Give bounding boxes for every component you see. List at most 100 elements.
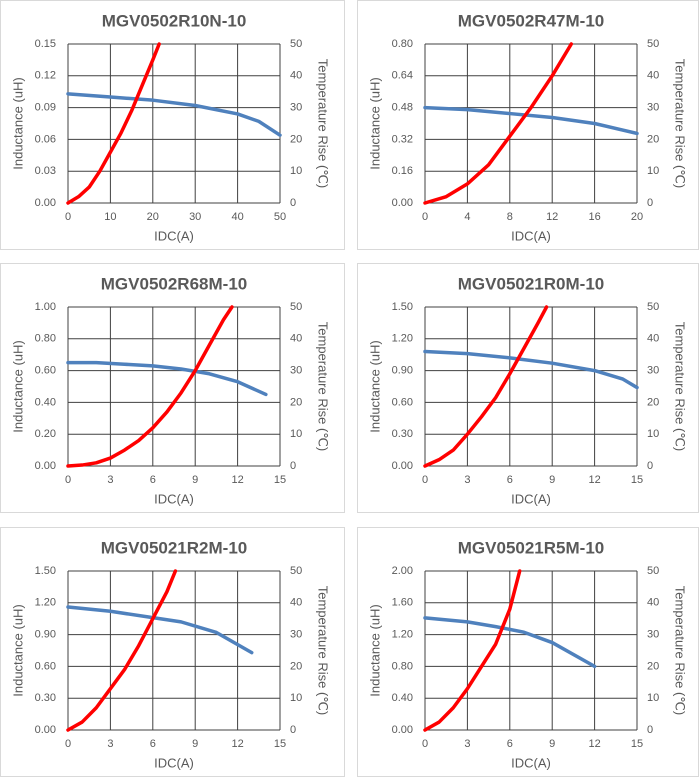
chart-title: MGV0502R68M-10 [101,274,247,293]
x-tick-label: 15 [631,474,643,486]
panel-border [357,263,699,513]
x-tick-label: 6 [150,474,156,486]
chart-panel: MGV05021R0M-100.000.300.600.901.201.5001… [357,263,699,513]
y-axis-label: Inductance (uH) [367,604,382,697]
panel-border [357,527,699,777]
x-tick-label: 15 [631,738,643,750]
y2-axis-label: Temperature Rise (℃) [316,322,331,451]
chart-title: MGV05021R2M-10 [101,538,247,557]
y-tick-label: 0.16 [392,165,413,177]
y2-tick-label: 50 [647,38,659,50]
y2-tick-label: 20 [290,396,302,408]
y2-tick-label: 50 [290,301,302,313]
x-tick-label: 12 [588,474,600,486]
y2-tick-label: 30 [647,365,659,377]
y2-tick-label: 30 [647,102,659,114]
y2-axis-label: Temperature Rise (℃) [673,59,688,188]
y-tick-label: 1.60 [392,597,413,609]
y-tick-label: 0.80 [392,38,413,50]
x-tick-label: 16 [588,211,600,223]
y-tick-label: 0.40 [392,692,413,704]
y-tick-label: 0.03 [35,165,56,177]
y-tick-label: 0.00 [392,460,413,472]
x-tick-label: 3 [107,738,113,750]
y-tick-label: 0.60 [392,396,413,408]
y-axis-label: Inductance (uH) [367,340,382,433]
y2-tick-label: 10 [290,428,302,440]
y-tick-label: 0.00 [392,197,413,209]
y-tick-label: 0.60 [35,660,56,672]
y-tick-label: 0.09 [35,102,56,114]
y-tick-label: 0.48 [392,102,413,114]
x-tick-label: 0 [422,211,428,223]
series-line [423,569,522,732]
y2-tick-label: 40 [290,70,302,82]
chart-panel: MGV0502R47M-10 0.00 0.16 0.32 0.48 0.64 0.80 0 1… [357,0,699,250]
x-tick-label: 6 [507,738,513,750]
x-tick-label: 9 [549,474,555,486]
y-tick-label: 1.00 [35,301,56,313]
y-tick-label: 0.64 [392,70,413,82]
y2-tick-label: 30 [647,629,659,641]
chart-title: MGV05021R5M-10 [458,538,604,557]
y2-tick-label: 20 [290,133,302,145]
y-tick-label: 0.12 [35,70,56,82]
series-line [66,360,268,397]
y2-axis-label: Temperature Rise (℃) [673,586,688,715]
series-line [66,305,234,468]
x-tick-label: 0 [65,738,71,750]
series-line [423,105,639,136]
y2-tick-label: 50 [647,301,659,313]
x-tick-label: 0 [65,211,71,223]
y2-tick-label: 50 [647,565,659,577]
x-tick-label: 15 [274,738,286,750]
y-tick-label: 0.80 [35,333,56,345]
y2-tick-label: 10 [647,692,659,704]
x-tick-label: 4 [464,211,470,223]
y-tick-label: 1.20 [392,333,413,345]
y-tick-label: 0.90 [35,629,56,641]
y-tick-label: 0.30 [35,692,56,704]
y2-tick-label: 40 [647,70,659,82]
y2-tick-label: 10 [290,692,302,704]
panel-border [357,0,699,250]
y2-tick-label: 10 [290,165,302,177]
y2-tick-label: 30 [290,365,302,377]
x-tick-label: 3 [107,474,113,486]
y2-axis-label: Temperature Rise (℃) [316,59,331,188]
y-tick-label: 2.00 [392,565,413,577]
x-tick-label: 12 [588,738,600,750]
series-line [423,42,574,205]
x-tick-label: 40 [231,211,243,223]
x-tick-label: 15 [274,474,286,486]
series-line [66,92,282,137]
y-tick-label: 0.20 [35,428,56,440]
x-tick-label: 3 [464,738,470,750]
y2-tick-label: 10 [647,428,659,440]
x-tick-label: 30 [189,211,201,223]
chart-panel: MGV0502R10N-10 0.00 0.03 0.06 0.09 0.12 0.15 0 1… [0,0,345,250]
x-tick-label: 12 [231,738,243,750]
y-tick-label: 0.00 [35,460,56,472]
y2-tick-label: 0 [290,197,296,209]
y2-tick-label: 0 [290,460,296,472]
y-tick-label: 0.40 [35,396,56,408]
x-axis-label: IDC(A) [154,228,194,243]
chart-title: MGV05021R0M-10 [458,274,604,293]
series-line [66,42,161,205]
x-tick-label: 9 [192,474,198,486]
y-tick-label: 1.20 [35,597,56,609]
x-tick-label: 10 [104,211,116,223]
x-axis-label: IDC(A) [511,755,551,770]
series-line [66,605,254,655]
y-tick-label: 0.06 [35,133,56,145]
x-axis-label: IDC(A) [511,491,551,506]
x-tick-label: 8 [507,211,513,223]
x-tick-label: 9 [549,738,555,750]
y2-tick-label: 40 [647,597,659,609]
y-tick-label: 0.00 [35,197,56,209]
y2-tick-label: 30 [290,629,302,641]
y-axis-label: Inductance (uH) [10,340,25,433]
y2-tick-label: 40 [290,333,302,345]
